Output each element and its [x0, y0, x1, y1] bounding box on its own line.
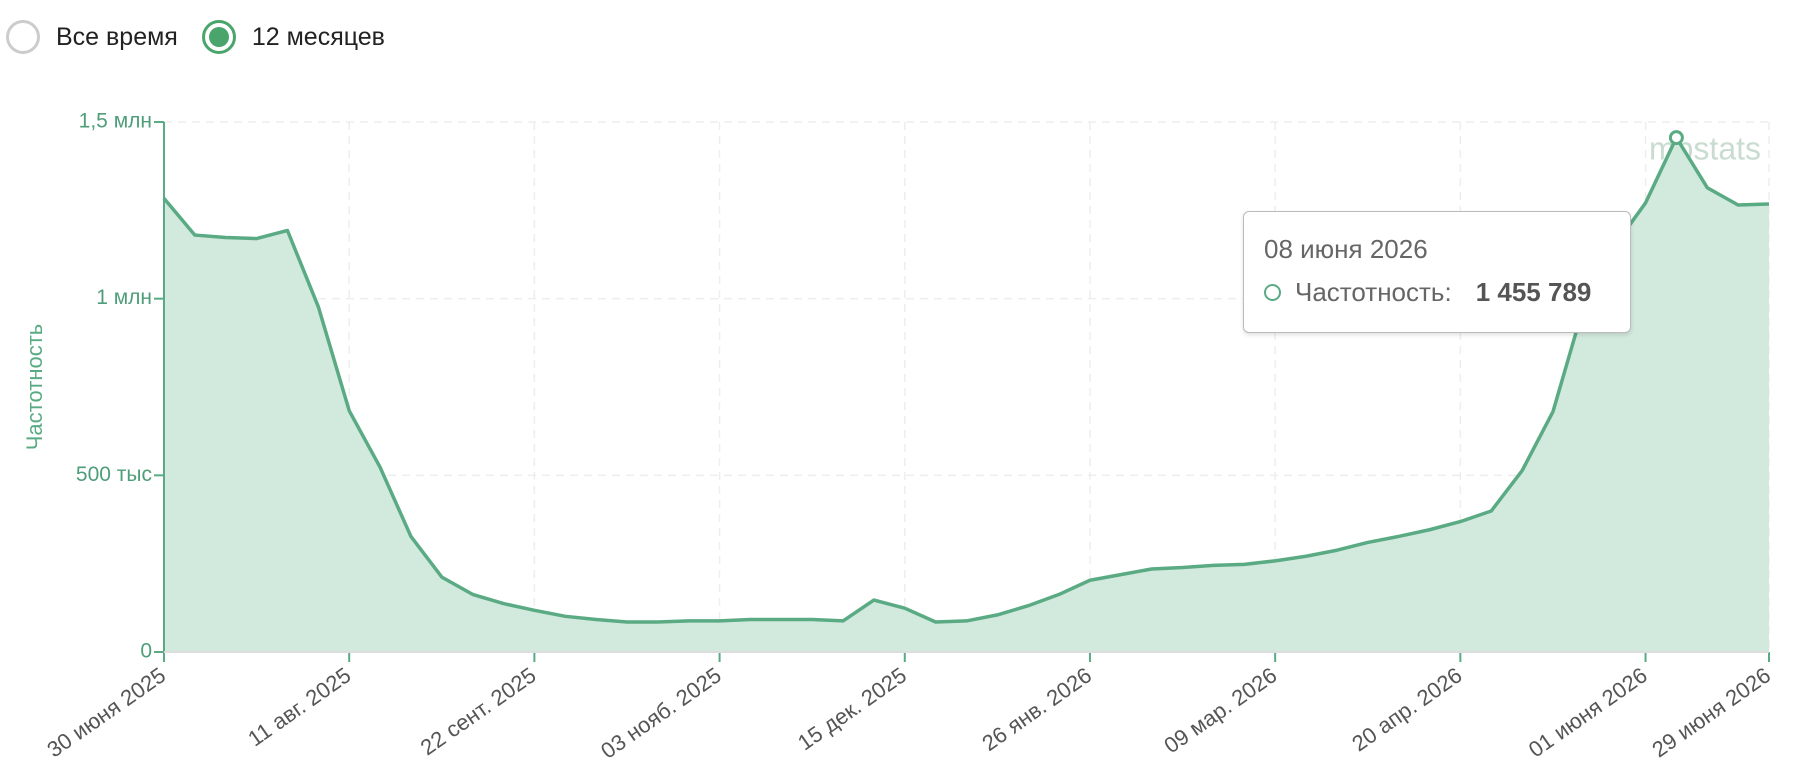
- y-axis-label: Частотность: [22, 324, 47, 450]
- y-tick-label: 1 млн: [96, 286, 152, 309]
- x-tick-label: 22 сент. 2025: [416, 662, 541, 760]
- tooltip: 08 июня 2026 Частотность: 1 455 789: [1243, 211, 1631, 333]
- radio-button[interactable]: [6, 20, 40, 54]
- radio-label: 12 месяцев: [251, 22, 385, 51]
- tooltip-title: 08 июня 2026: [1264, 234, 1428, 264]
- x-tick-label: 15 дек. 2025: [793, 662, 911, 755]
- tooltip-marker: [1264, 284, 1281, 301]
- radio-button[interactable]: [201, 20, 236, 54]
- x-tick-label: 01 июня 2026: [1524, 662, 1652, 762]
- x-tick-label: 09 мар. 2026: [1159, 662, 1281, 758]
- x-tick-label: 03 нояб. 2025: [596, 662, 726, 763]
- radio-label: Все время: [56, 22, 178, 51]
- y-tick-label: 0: [140, 640, 152, 663]
- range-selector: Все время 12 месяцев: [6, 20, 385, 54]
- x-tick-label: 26 янв. 2026: [977, 662, 1096, 756]
- x-tick-label: 11 авг. 2025: [243, 662, 355, 751]
- line: [162, 135, 1770, 624]
- y-tick-label: 1,5 млн: [79, 110, 152, 133]
- radio-option[interactable]: Все время: [6, 20, 178, 54]
- y-tick-label: 500 тыс: [76, 463, 152, 486]
- tooltip-value: 1 455 789: [1475, 277, 1592, 307]
- x-tick-label: 29 июня 2026: [1647, 662, 1775, 762]
- tooltip-row: Частотность: 1 455 789: [1264, 277, 1610, 308]
- area: [164, 137, 1769, 652]
- x-tick-label: 30 июня 2025: [42, 662, 170, 762]
- x-tick-label: 20 апр. 2026: [1347, 662, 1466, 756]
- tooltip-label: Частотность:: [1295, 277, 1452, 307]
- highlight-point: [1668, 130, 1684, 146]
- radio-option[interactable]: 12 месяцев: [201, 20, 385, 54]
